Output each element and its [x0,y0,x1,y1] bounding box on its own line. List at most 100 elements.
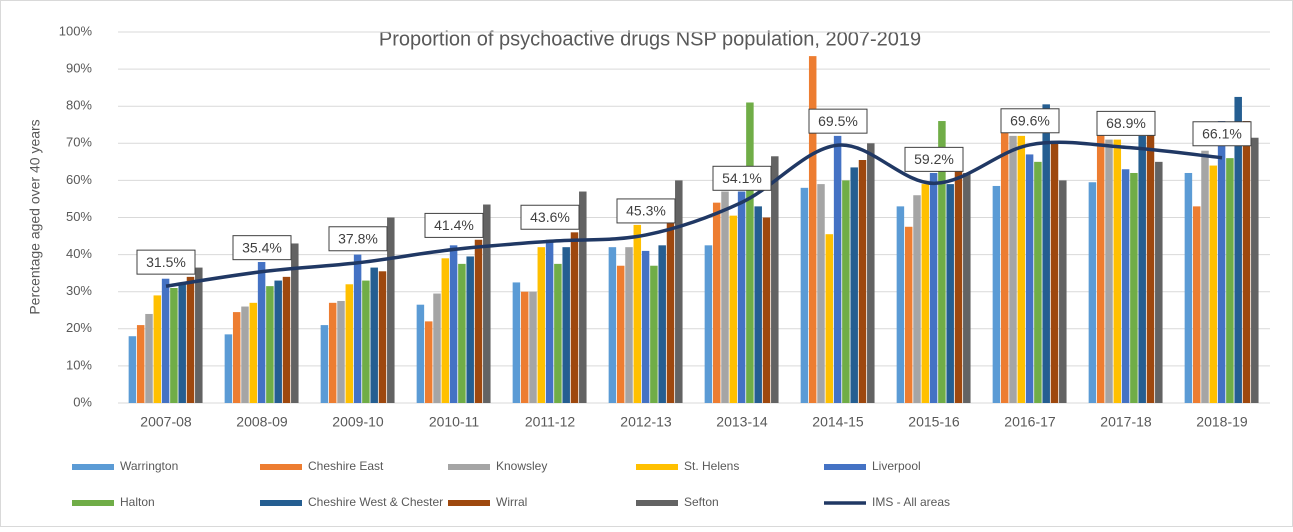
bar [658,245,666,403]
bar [616,265,625,403]
bar [1017,135,1026,403]
bar [754,206,762,403]
bar [825,234,834,403]
data-label-box [616,198,676,224]
bar [1146,121,1155,403]
legend-label: Halton [120,495,155,509]
x-tick-label: 2011-12 [525,414,576,430]
bar [274,280,282,403]
x-tick-label: 2013-14 [716,414,768,430]
y-tick-label: 60% [66,172,92,187]
bar [1130,172,1138,403]
x-tick-label: 2007-08 [140,414,192,430]
bar [1042,104,1050,403]
line-series [165,140,1223,288]
bar [921,184,930,403]
bar [562,247,570,403]
bar [808,56,817,404]
data-label: 68.9% [1106,115,1146,131]
data-label: 41.4% [434,217,474,233]
bar [1121,169,1130,403]
bar [433,293,441,403]
data-label-box [904,146,964,172]
bar [378,271,387,403]
data-label: 31.5% [146,254,186,270]
bar [771,156,779,403]
legend-label: St. Helens [684,459,739,473]
data-label: 43.6% [530,209,570,225]
x-tick-label: 2008-09 [236,414,288,430]
bar [929,172,938,403]
data-label-box [328,226,388,252]
x-tick-label: 2010-11 [429,414,480,430]
bar [800,187,809,403]
y-axis-label: Percentage aged over 40 years [27,119,43,314]
bar [938,121,946,403]
legend-swatch [824,464,866,470]
bar [712,202,721,403]
x-tick-label: 2012-13 [620,414,672,430]
y-tick-label: 20% [66,320,92,335]
bar [946,184,954,403]
x-tick-label: 2015-16 [908,414,960,430]
data-label-box [712,165,772,191]
bar [913,195,921,403]
bar [241,306,249,403]
x-tick-label: 2016-17 [1004,414,1056,430]
legend-swatch [72,500,114,506]
bar [145,313,153,403]
bar [1209,165,1218,403]
bar [424,321,433,403]
bar [345,284,354,403]
bar [1096,113,1105,404]
bar [1113,139,1122,403]
bar [579,191,587,403]
bar [195,267,203,403]
legend-swatch [636,500,678,506]
legend-label: Wirral [496,495,527,509]
x-tick-label: 2018-19 [1196,414,1248,430]
legend-label: Cheshire East [308,459,384,473]
x-tick-label: 2014-15 [812,414,864,430]
y-tick-label: 50% [66,209,92,224]
y-tick-label: 10% [66,357,92,372]
data-label: 45.3% [626,203,666,219]
bar [178,284,186,403]
bar [704,245,713,403]
bar [224,334,233,403]
bar [1184,172,1193,403]
legend-swatch [260,464,302,470]
bar [249,302,258,403]
bar [666,206,675,403]
bar [282,276,291,403]
bar [466,256,474,403]
bar [537,247,546,403]
bar [529,291,537,403]
y-tick-label: 70% [66,135,92,150]
data-label: 59.2% [914,151,954,167]
bar [1201,150,1209,403]
data-label: 54.1% [722,170,762,186]
legend-label: Warrington [120,459,178,473]
bar [474,239,483,403]
data-label: 66.1% [1202,125,1242,141]
bar [570,232,579,403]
bar [266,286,274,403]
bar [1105,139,1113,403]
bar [1234,96,1242,404]
legend-swatch [448,464,490,470]
bar [833,135,842,403]
legend-swatch [448,500,490,506]
bar [416,304,425,403]
bar [257,262,266,403]
bar [896,206,905,403]
x-tick-label: 2017-18 [1100,414,1152,430]
bar [729,215,738,403]
bar [650,265,658,403]
legend-label: Sefton [684,495,719,509]
legend-label: Cheshire West & Chester [308,495,443,509]
bar [1138,135,1146,403]
bar [458,263,466,403]
y-tick-label: 100% [59,23,93,38]
